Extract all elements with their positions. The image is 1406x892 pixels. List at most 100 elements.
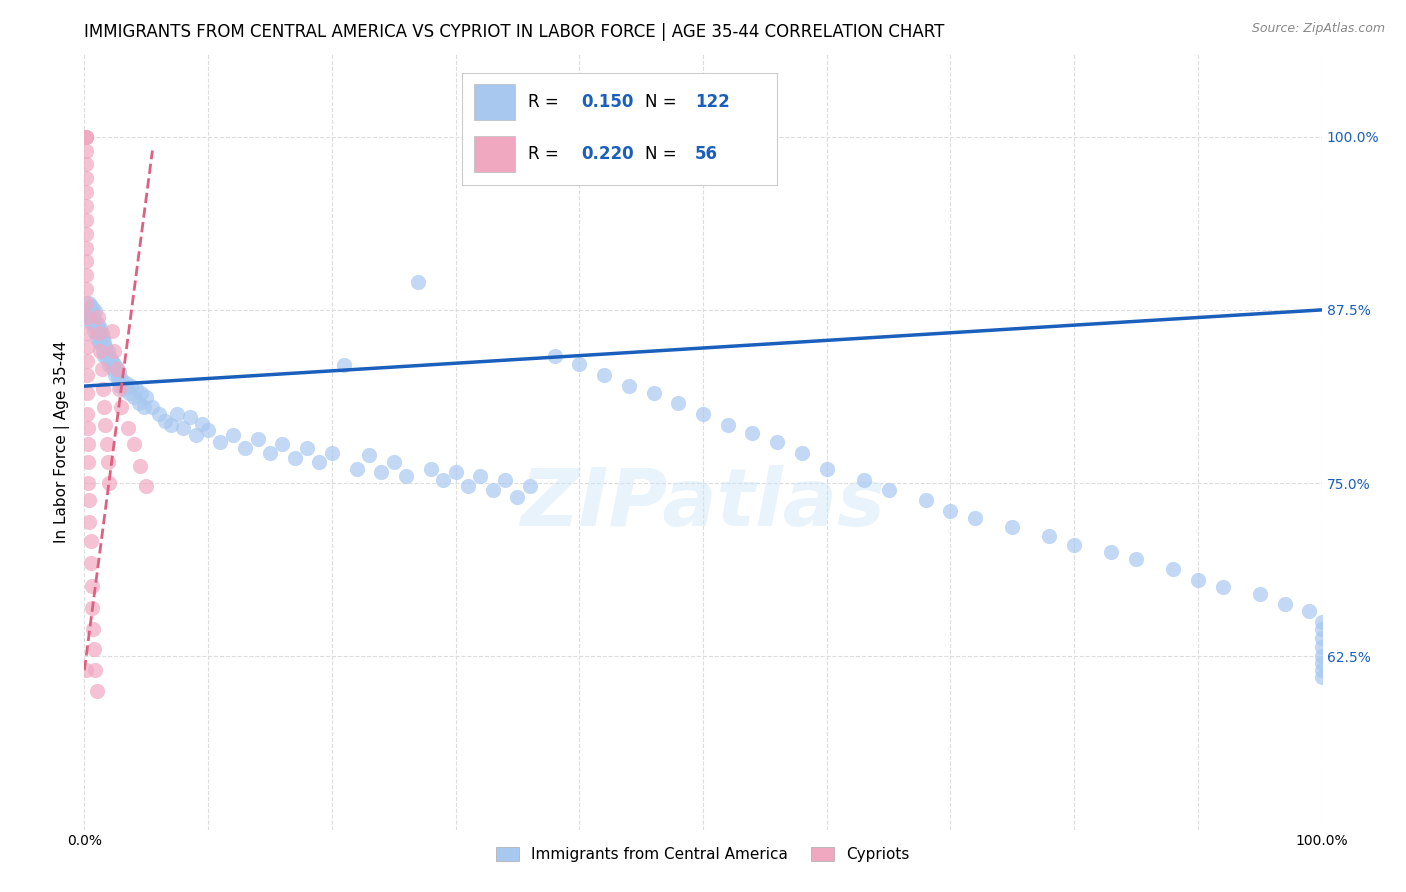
Point: [84, 663, 107, 677]
Point: [1310, 615, 1333, 629]
Point: [1187, 573, 1209, 587]
Point: [82, 622, 104, 636]
Point: [914, 492, 936, 507]
Point: [110, 372, 132, 386]
Point: [79, 534, 101, 549]
Point: [346, 462, 368, 476]
Point: [1310, 657, 1333, 671]
Point: [93, 400, 115, 414]
Point: [76, 310, 98, 324]
Point: [815, 462, 838, 476]
Point: [568, 357, 591, 371]
Point: [259, 445, 281, 459]
Point: [76, 326, 98, 341]
Point: [333, 359, 356, 373]
Point: [246, 432, 269, 446]
Point: [1099, 545, 1122, 559]
Point: [96, 351, 118, 366]
Point: [90, 337, 112, 351]
Legend: Immigrants from Central America, Cypriots: Immigrants from Central America, Cypriot…: [491, 841, 915, 869]
Text: ZIPatlas: ZIPatlas: [520, 465, 886, 542]
Point: [132, 400, 155, 414]
Point: [101, 362, 124, 376]
Point: [395, 469, 418, 483]
Point: [79, 312, 101, 326]
Point: [93, 349, 115, 363]
Point: [83, 324, 105, 338]
Point: [75, 199, 97, 213]
Point: [1310, 649, 1333, 664]
Point: [125, 382, 148, 396]
Point: [86, 684, 108, 698]
Point: [86, 321, 108, 335]
Point: [1249, 587, 1271, 601]
Text: Source: ZipAtlas.com: Source: ZipAtlas.com: [1251, 22, 1385, 36]
Point: [110, 400, 132, 414]
Point: [79, 299, 101, 313]
Point: [97, 344, 120, 359]
Point: [98, 476, 121, 491]
Point: [91, 382, 114, 396]
Point: [128, 395, 150, 409]
Point: [75, 254, 97, 268]
Point: [77, 302, 100, 317]
Point: [100, 354, 122, 368]
Point: [790, 445, 813, 459]
Point: [77, 437, 100, 451]
Point: [100, 324, 122, 338]
Text: IMMIGRANTS FROM CENTRAL AMERICA VS CYPRIOT IN LABOR FORCE | AGE 35-44 CORRELATIO: IMMIGRANTS FROM CENTRAL AMERICA VS CYPRI…: [84, 23, 945, 41]
Point: [94, 340, 117, 354]
Point: [76, 368, 98, 382]
Point: [271, 437, 294, 451]
Point: [197, 424, 219, 438]
Point: [357, 449, 380, 463]
Point: [110, 379, 132, 393]
Point: [89, 324, 111, 338]
Point: [90, 326, 112, 341]
Point: [108, 365, 131, 379]
Point: [1001, 520, 1024, 534]
Point: [877, 483, 900, 497]
Point: [122, 390, 145, 404]
Point: [75, 157, 97, 171]
Point: [103, 344, 125, 359]
Point: [506, 490, 529, 504]
Point: [519, 479, 541, 493]
Point: [191, 417, 214, 431]
Point: [87, 310, 110, 324]
Point: [717, 417, 740, 432]
Point: [103, 357, 125, 371]
Point: [79, 515, 101, 529]
Point: [83, 642, 105, 657]
Point: [741, 426, 763, 441]
Point: [766, 434, 789, 449]
Point: [179, 409, 201, 424]
Point: [593, 368, 616, 382]
Point: [118, 386, 141, 401]
Point: [77, 420, 100, 434]
Point: [120, 379, 142, 393]
Point: [308, 455, 330, 469]
Point: [122, 437, 145, 451]
Point: [295, 442, 318, 456]
Point: [87, 326, 110, 341]
Point: [94, 417, 117, 432]
Point: [444, 465, 467, 479]
Point: [91, 330, 114, 344]
Point: [96, 437, 118, 451]
Y-axis label: In Labor Force | Age 35-44: In Labor Force | Age 35-44: [55, 341, 70, 542]
Point: [1038, 529, 1060, 543]
Point: [76, 354, 98, 368]
Point: [129, 386, 152, 401]
Point: [1212, 580, 1234, 594]
Point: [80, 600, 103, 615]
Point: [160, 417, 183, 432]
Point: [79, 557, 101, 571]
Point: [1310, 622, 1333, 636]
Point: [209, 434, 232, 449]
Point: [692, 407, 714, 421]
Point: [105, 361, 128, 376]
Point: [1063, 539, 1085, 553]
Point: [470, 469, 492, 483]
Point: [141, 400, 163, 414]
